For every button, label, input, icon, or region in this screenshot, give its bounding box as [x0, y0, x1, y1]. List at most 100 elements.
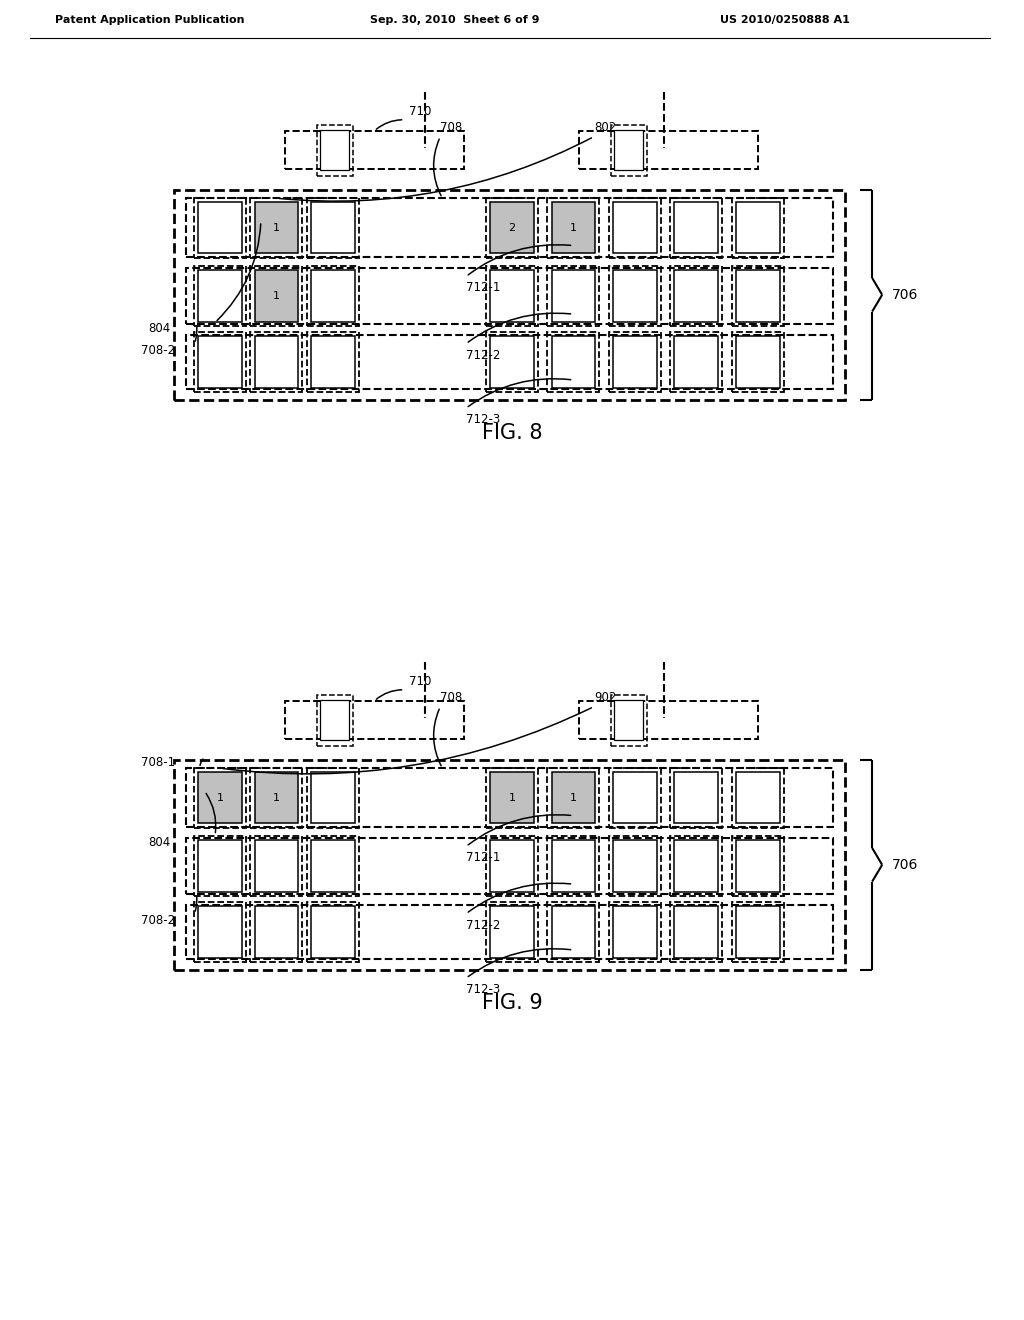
Bar — [613, 772, 656, 824]
Bar — [610, 694, 647, 746]
Bar — [548, 198, 599, 257]
Bar — [307, 836, 358, 896]
Bar — [613, 337, 656, 388]
Bar — [579, 131, 758, 169]
Text: 712-1: 712-1 — [466, 281, 501, 294]
Text: US 2010/0250888 A1: US 2010/0250888 A1 — [720, 15, 850, 25]
Bar — [195, 198, 246, 257]
Bar — [732, 768, 783, 828]
Text: 1: 1 — [273, 292, 280, 301]
Bar — [736, 906, 779, 958]
Text: 902: 902 — [594, 690, 616, 704]
Bar — [186, 768, 833, 828]
Bar — [732, 836, 783, 896]
Bar — [174, 190, 845, 400]
Text: Sep. 30, 2010  Sheet 6 of 9: Sep. 30, 2010 Sheet 6 of 9 — [370, 15, 540, 25]
Bar — [548, 267, 599, 326]
Bar — [613, 271, 656, 322]
Bar — [311, 337, 354, 388]
Bar — [307, 267, 358, 326]
Bar — [255, 271, 298, 322]
Text: 710: 710 — [410, 675, 432, 688]
Bar — [186, 268, 833, 325]
Bar — [251, 902, 302, 962]
Text: 712-3: 712-3 — [466, 983, 500, 997]
Bar — [255, 202, 298, 253]
Bar — [552, 271, 595, 322]
Bar — [548, 836, 599, 896]
Text: 712-3: 712-3 — [466, 413, 500, 426]
Bar — [486, 267, 538, 326]
Bar — [255, 337, 298, 388]
Bar — [736, 841, 779, 892]
Bar — [675, 337, 718, 388]
Bar — [609, 198, 660, 257]
Bar — [671, 768, 722, 828]
Bar — [251, 768, 302, 828]
Bar — [251, 836, 302, 896]
Bar — [186, 335, 833, 388]
Bar — [251, 267, 302, 326]
Bar — [671, 333, 722, 392]
Bar — [255, 906, 298, 958]
Bar — [255, 772, 298, 824]
Text: FIG. 9: FIG. 9 — [481, 994, 543, 1014]
Bar — [199, 772, 242, 824]
Text: 708: 708 — [440, 690, 463, 704]
Bar — [186, 906, 833, 958]
Bar — [490, 337, 534, 388]
Bar — [609, 267, 660, 326]
Bar — [614, 129, 643, 170]
Bar — [613, 202, 656, 253]
Text: 708-2: 708-2 — [141, 345, 175, 356]
Bar — [552, 906, 595, 958]
Bar — [548, 902, 599, 962]
Bar — [671, 198, 722, 257]
Text: 706: 706 — [892, 288, 919, 302]
Bar — [736, 271, 779, 322]
Bar — [552, 337, 595, 388]
Text: 1: 1 — [509, 792, 515, 803]
Text: 708-1: 708-1 — [141, 756, 175, 770]
Bar — [732, 198, 783, 257]
Bar — [486, 333, 538, 392]
Text: 804: 804 — [148, 836, 171, 849]
Bar — [486, 902, 538, 962]
Bar — [199, 202, 242, 253]
Bar — [579, 701, 758, 739]
Bar — [199, 841, 242, 892]
Bar — [675, 271, 718, 322]
Text: FIG. 8: FIG. 8 — [481, 424, 543, 444]
Bar — [195, 267, 246, 326]
Bar — [321, 700, 349, 741]
Bar — [732, 333, 783, 392]
Bar — [186, 198, 833, 257]
Bar — [675, 841, 718, 892]
Bar — [195, 902, 246, 962]
Bar — [311, 841, 354, 892]
Bar — [316, 124, 353, 176]
Text: 706: 706 — [892, 858, 919, 871]
Bar — [195, 768, 246, 828]
Bar — [609, 333, 660, 392]
Text: 708-2: 708-2 — [141, 913, 175, 927]
Bar — [316, 694, 353, 746]
Bar — [675, 906, 718, 958]
Bar — [671, 902, 722, 962]
Bar — [613, 841, 656, 892]
Bar — [671, 836, 722, 896]
Bar — [311, 906, 354, 958]
Text: 804: 804 — [148, 322, 171, 335]
Bar — [186, 838, 833, 894]
Bar — [174, 760, 845, 970]
Bar — [199, 337, 242, 388]
Bar — [486, 836, 538, 896]
Bar — [490, 841, 534, 892]
Text: 1: 1 — [570, 223, 577, 232]
Text: 1: 1 — [570, 792, 577, 803]
Bar — [671, 267, 722, 326]
Text: 2: 2 — [509, 223, 515, 232]
Bar — [255, 841, 298, 892]
Bar — [285, 131, 464, 169]
Bar — [311, 202, 354, 253]
